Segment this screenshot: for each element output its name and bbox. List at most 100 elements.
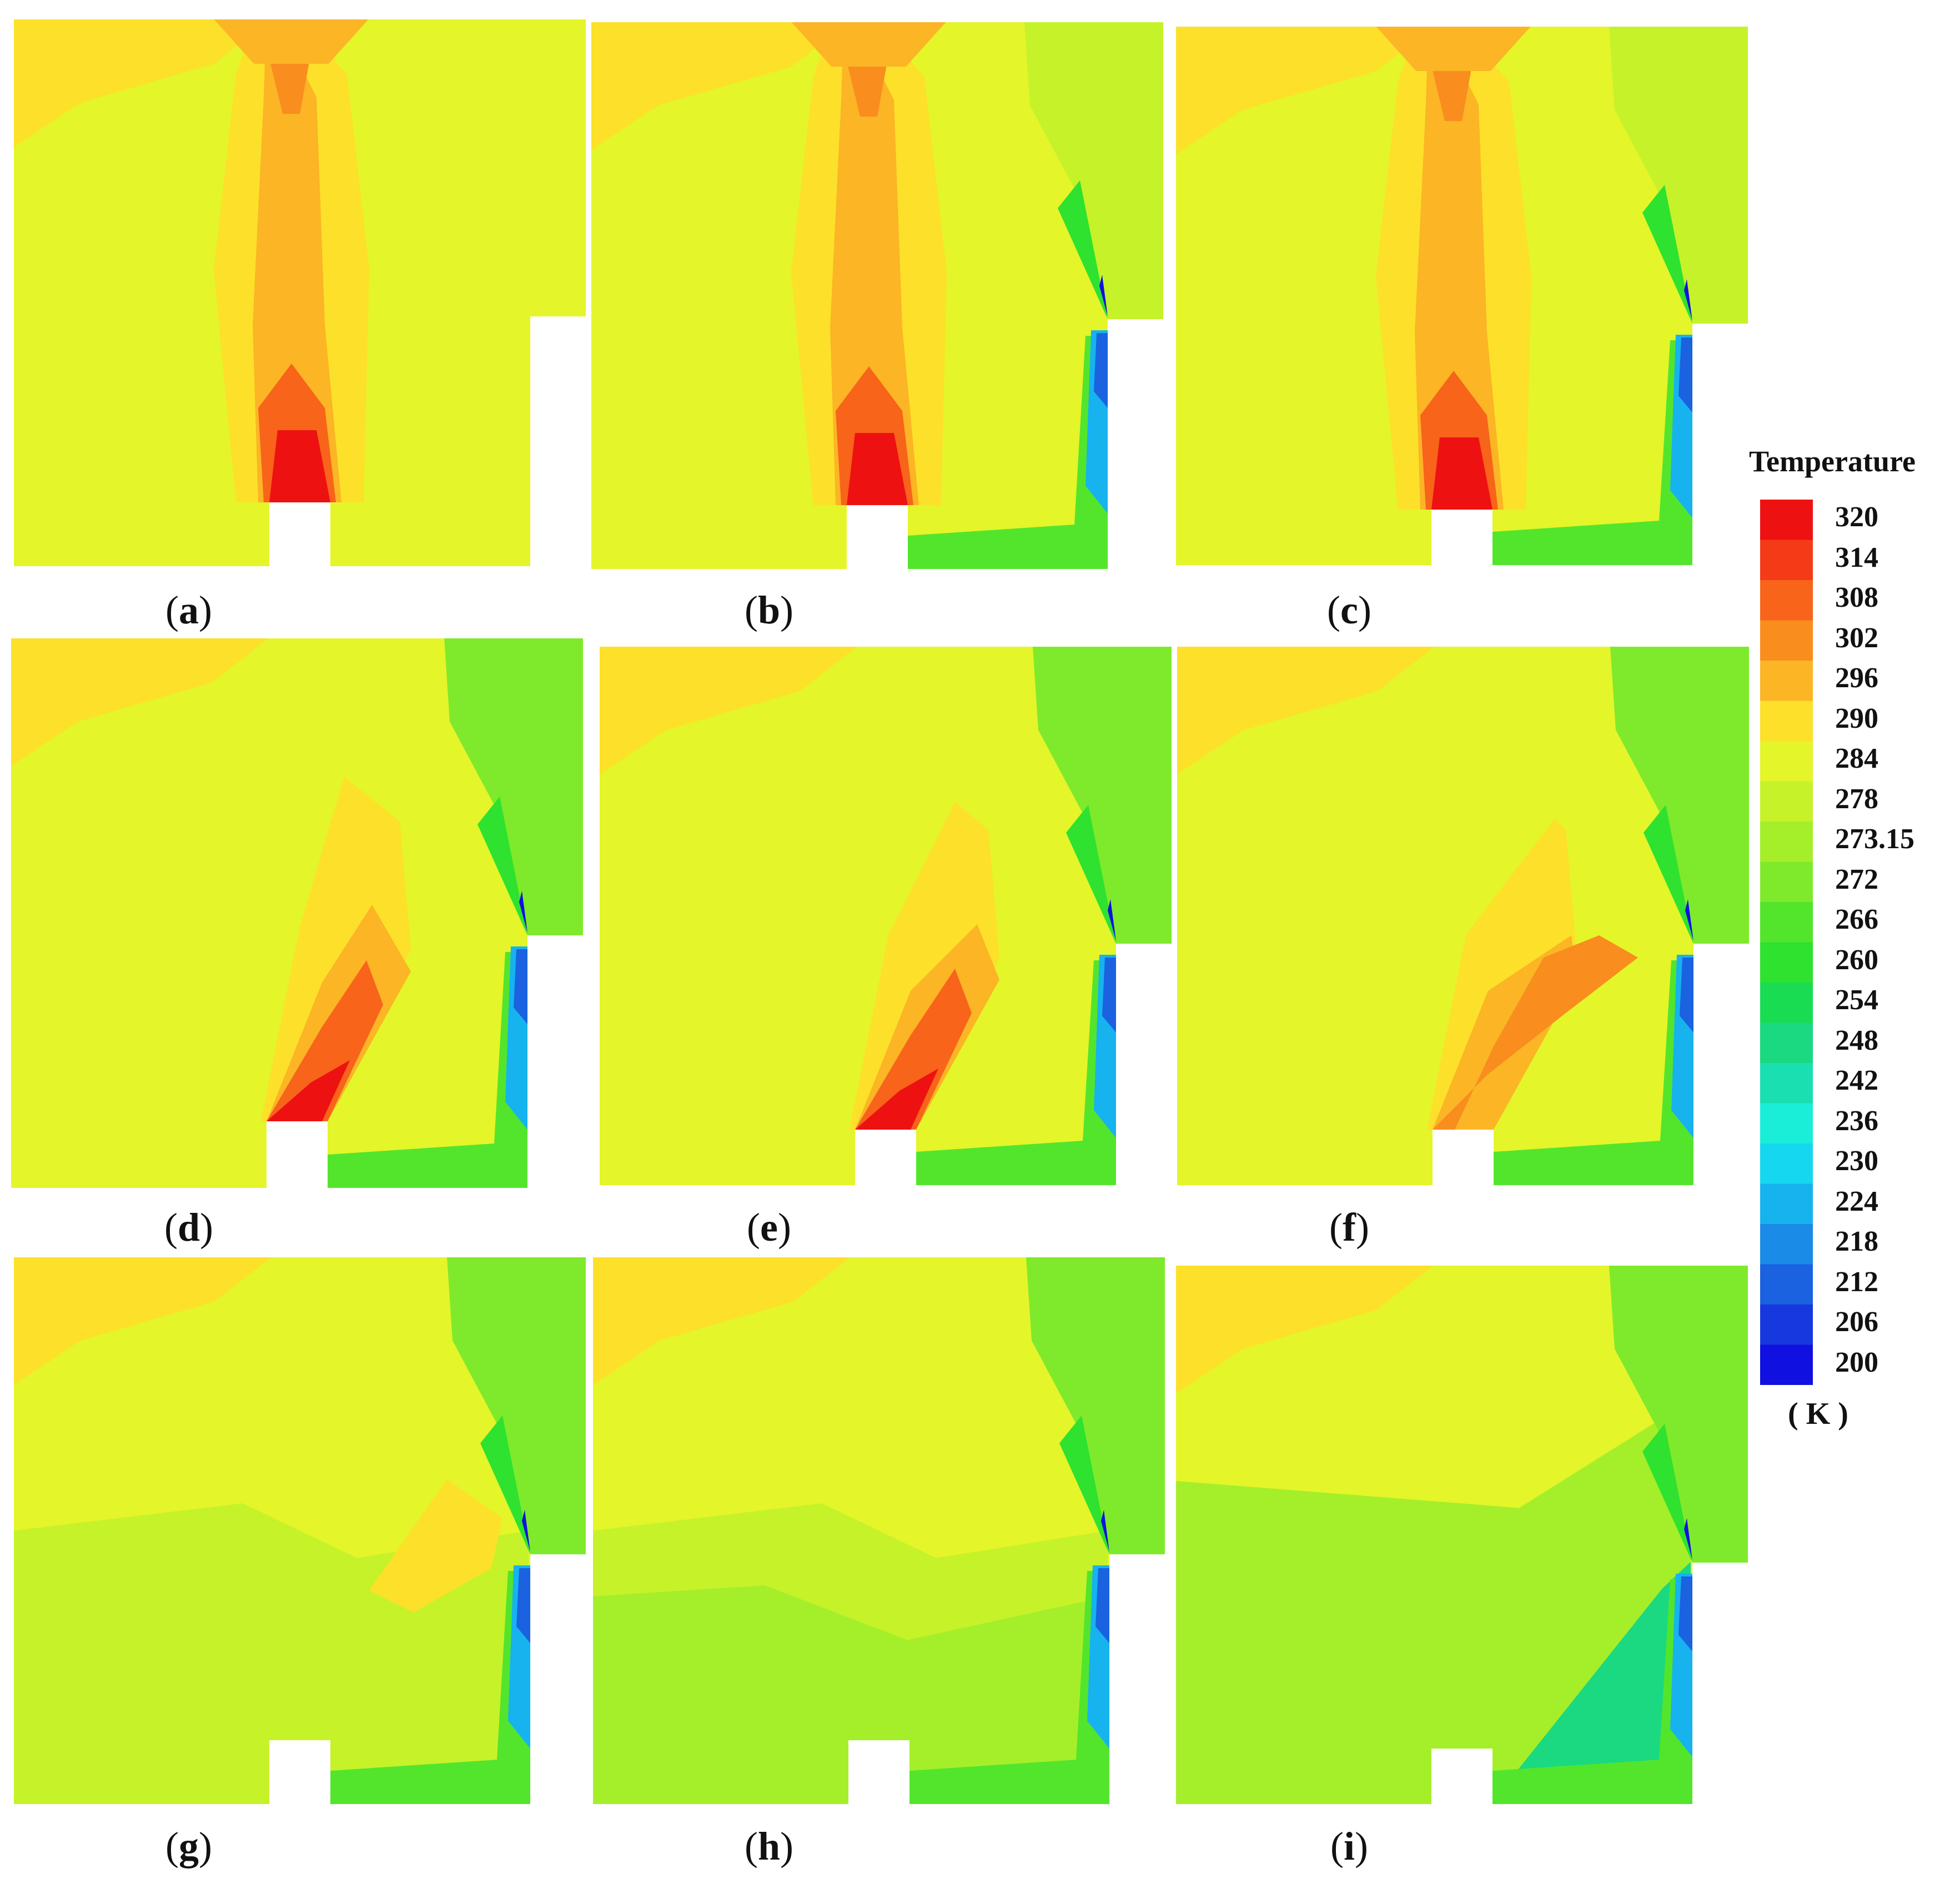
colorbar-swatch — [1760, 902, 1813, 943]
colorbar-tick-label: 302 — [1835, 622, 1878, 654]
colorbar-tick-label: 290 — [1835, 702, 1878, 734]
warm-region — [1176, 27, 1434, 154]
plume-core — [1431, 437, 1492, 510]
colorbar-scale: 320 314 308 302 296 290 284 278 273.15 272 266 260 2… — [1760, 500, 1914, 1388]
colorbar-tick-label: 200 — [1835, 1346, 1878, 1378]
ceiling-warm — [1376, 27, 1531, 71]
colorbar-swatch — [1760, 1344, 1813, 1386]
heater-block — [1433, 1130, 1494, 1185]
contour-plot — [14, 1257, 586, 1804]
cold-inlet — [1101, 1510, 1109, 1552]
colorbar-tick-label: 224 — [1835, 1185, 1878, 1217]
cold-inlet — [1684, 279, 1692, 321]
colorbar-strip — [1760, 500, 1813, 1386]
door-opening — [530, 1554, 586, 1804]
panel-letter: c — [1340, 588, 1358, 632]
colorbar-swatch — [1760, 1063, 1813, 1104]
cold-floor-band — [909, 1571, 1109, 1804]
colorbar-tick-label: 296 — [1835, 662, 1878, 694]
panel-label-f: (f) — [1329, 1205, 1369, 1250]
plume-mid-hot — [1433, 935, 1638, 1130]
contour-panel-e — [600, 647, 1172, 1185]
plume-core — [269, 430, 330, 502]
contour-panel-h — [593, 1257, 1165, 1804]
cold-wall-core — [1680, 958, 1693, 1032]
colorbar-swatch — [1760, 1103, 1813, 1144]
colorbar-tick-label: 308 — [1835, 582, 1878, 613]
colorbar-swatch — [1760, 661, 1813, 702]
cold-jet — [1490, 1561, 1691, 1804]
colorbar-tick-label: 254 — [1835, 984, 1878, 1016]
colorbar-swatch — [1760, 580, 1813, 621]
plume-outer — [850, 802, 999, 1130]
cold-jet-upper — [1058, 180, 1108, 319]
cold-jet-upper — [1642, 185, 1692, 324]
contour-panel-c — [1176, 27, 1748, 565]
colorbar-title: Temperature — [1749, 445, 1916, 478]
colorbar-swatch — [1760, 781, 1813, 822]
panel-label-c: (c) — [1327, 588, 1371, 632]
cold-floor-band — [1492, 340, 1692, 565]
colorbar-swatch — [1760, 1224, 1813, 1265]
panel-letter: f — [1343, 1205, 1356, 1250]
cold-inlet — [1099, 275, 1108, 316]
plume-core — [847, 433, 908, 505]
colorbar-tick-label: 273.15 — [1835, 823, 1914, 855]
panel-label-i: (i) — [1330, 1824, 1368, 1868]
warm-region — [14, 1257, 272, 1385]
panel-label-h: (h) — [744, 1824, 793, 1868]
panel-label-e: (e) — [747, 1205, 791, 1250]
warm-region — [600, 647, 857, 774]
panel-letter: i — [1343, 1824, 1355, 1868]
plume-core-outer — [855, 969, 972, 1130]
warm-pocket — [369, 1479, 502, 1613]
plume-core — [267, 1060, 350, 1121]
colorbar-swatch — [1760, 1264, 1813, 1305]
cold-spread — [1176, 1400, 1691, 1804]
panel-letter: d — [177, 1205, 200, 1250]
cold-floor-band — [330, 1571, 530, 1804]
contour-plot — [593, 1257, 1165, 1804]
colorbar-swatch — [1760, 942, 1813, 983]
contour-panel-d — [11, 638, 583, 1188]
colorbar-tick-label: 230 — [1835, 1145, 1878, 1177]
cold-inlet — [519, 891, 527, 933]
warm-region — [593, 1257, 851, 1385]
door-opening — [530, 316, 586, 566]
cold-wall-core — [1102, 958, 1116, 1032]
cold-upper-right — [444, 638, 583, 935]
cold-upper-right — [1033, 647, 1172, 944]
panel-letter: h — [757, 1824, 781, 1868]
colorbar-tick-label: 242 — [1835, 1065, 1878, 1096]
colorbar-tick-label: 260 — [1835, 944, 1878, 976]
heater-block — [855, 1130, 916, 1185]
contour-panel-g — [14, 1257, 586, 1804]
cold-upper-right — [447, 1257, 586, 1554]
colorbar-tick-label: 218 — [1835, 1226, 1878, 1257]
cold-wall-core — [1095, 1568, 1109, 1643]
contour-plot — [1176, 1266, 1748, 1804]
cool-floor-region — [593, 1585, 1108, 1804]
contour-panel-i — [1176, 1266, 1748, 1804]
heater-block — [269, 502, 330, 566]
colorbar-tick-label: 248 — [1835, 1024, 1878, 1056]
cold-jet-upper — [478, 797, 527, 935]
colorbar-swatch — [1760, 500, 1813, 541]
cold-floor-band — [916, 960, 1116, 1185]
cold-upper-right — [1609, 27, 1748, 324]
door-opening — [1116, 944, 1172, 1185]
cold-inlet — [1684, 1518, 1692, 1560]
cold-wall-core — [516, 1568, 530, 1643]
panel-label-d: (d) — [164, 1205, 213, 1250]
colorbar-swatch — [1760, 1183, 1813, 1225]
colorbar-swatch — [1760, 1022, 1813, 1064]
colorbar-tick-label: 212 — [1835, 1266, 1878, 1298]
colorbar-swatch — [1760, 741, 1813, 782]
plume-outer — [261, 777, 411, 1121]
ceiling-warm — [214, 19, 369, 64]
cold-wall-core — [1678, 337, 1692, 412]
colorbar-tick-label: 272 — [1835, 863, 1878, 895]
warm-region — [14, 19, 272, 147]
cold-jet-upper — [480, 1416, 530, 1554]
colorbar-swatch — [1760, 1144, 1813, 1185]
